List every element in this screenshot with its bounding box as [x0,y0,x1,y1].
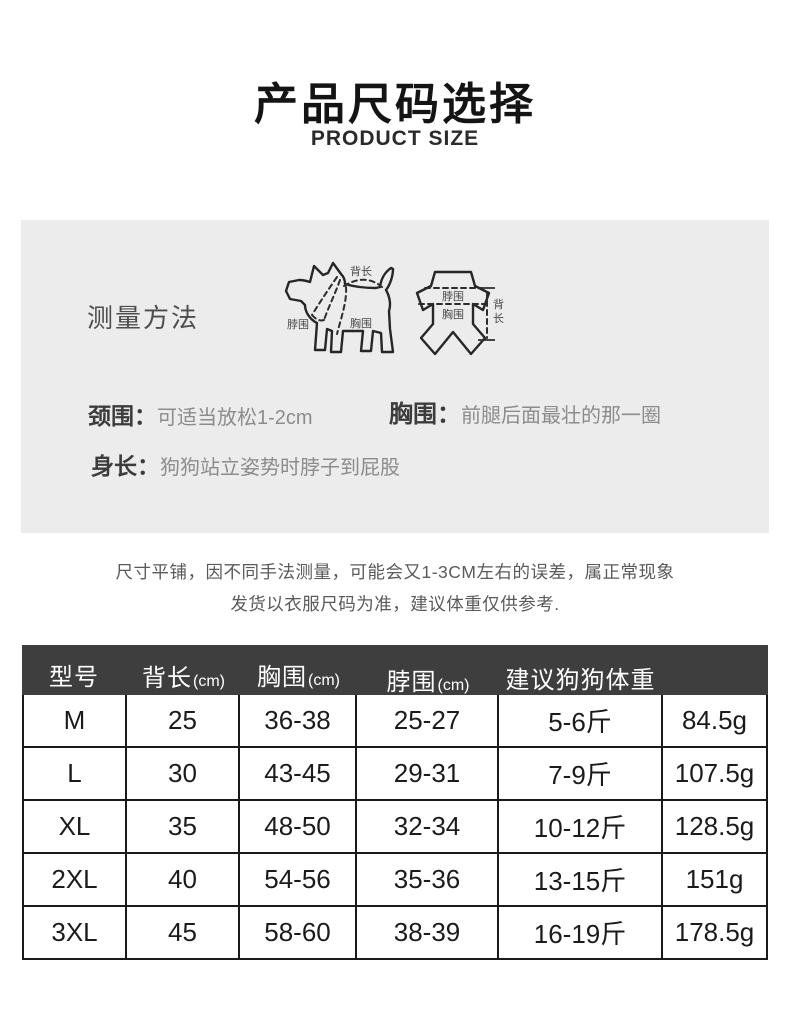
table-cell: 36-38 [240,695,357,748]
measurement-panel: 测量方法 背长 脖围 胸围 脖围 胸围 背 长 颈围：可适当放松1-2cm [21,220,769,533]
page-title: 产品尺码选择 [254,80,536,129]
table-cell: 29-31 [357,748,499,801]
table-cell: 13-15斤 [499,854,663,907]
table-cell: 38-39 [357,907,499,960]
garment-chest-girth-label: 胸围 [442,307,464,321]
table-cell: 30 [127,748,240,801]
measurement-heading: 测量方法 [87,303,200,333]
table-cell: 2XL [22,854,127,907]
table-cell: 5-6斤 [499,695,663,748]
table-cell: 45 [127,907,240,960]
table-cell: 84.5g [663,695,768,748]
tip-chest-label: 胸围： [389,401,461,428]
table-cell: 48-50 [240,801,357,854]
header-neck: 脖围 (cm) [386,669,470,696]
header-garment-weight [663,645,768,695]
dog-measure-illustration: 背长 脖围 胸围 [284,261,395,354]
table-row: XL 35 48-50 32-34 10-12斤 128.5g [22,801,768,854]
header-chest: 胸围 (cm) [257,664,340,691]
table-cell: 178.5g [663,907,768,960]
tip-chest-desc: 前腿后面最壮的那一圈 [461,405,661,427]
tip-neck-label: 颈围： [88,403,157,429]
table-cell: 7-9斤 [499,748,663,801]
table-cell: 58-60 [240,907,357,960]
page-subtitle: PRODUCT SIZE [310,127,480,150]
table-cell: 40 [127,854,240,907]
tip-body-length-label: 身长： [91,453,160,479]
measurement-note: 尺寸平铺，因不同手法测量，可能会又1-3CM左右的误差，属正常现象 发货以衣服尺… [0,556,790,620]
garment-neck-girth-label: 脖围 [442,290,464,303]
table-cell: XL [22,801,127,854]
note-line-2: 发货以衣服尺码为准，建议体重仅供参考. [230,594,560,614]
table-cell: M [22,695,127,748]
table-cell: 43-45 [240,748,357,801]
table-cell: 107.5g [663,748,768,801]
header-suggested-weight: 建议狗狗体重 [505,667,656,694]
table-cell: 10-12斤 [499,801,663,854]
tip-body-length: 身长：狗狗站立姿势时脖子到屁股 [91,447,400,481]
table-row: 3XL 45 58-60 38-39 16-19斤 178.5g [22,907,768,960]
table-cell: 35-36 [357,854,499,907]
table-cell: 25 [127,695,240,748]
size-table: 型号 背长 (cm) 胸围 (cm) 脖围 (cm) 建议狗狗体重 M 25 36-38 2… [22,645,768,960]
note-line-1: 尺寸平铺，因不同手法测量，可能会又1-3CM左右的误差，属正常现象 [115,562,675,582]
size-table-header: 型号 背长 (cm) 胸围 (cm) 脖围 (cm) 建议狗狗体重 [22,645,768,696]
tip-neck-desc: 可适当放松1-2cm [157,407,313,429]
table-row: M 25 36-38 25-27 5-6斤 84.5g [22,695,768,748]
tip-body-length-desc: 狗狗站立姿势时脖子到屁股 [160,457,400,479]
size-table-body: M 25 36-38 25-27 5-6斤 84.5g L 30 43-45 29-31 7-9斤 1… [22,695,768,960]
table-cell: 54-56 [240,854,357,907]
header-model: 型号 [49,664,99,691]
table-cell: 128.5g [663,801,768,854]
garment-back-length-label-1: 背 [493,297,504,311]
garment-back-length-label-2: 长 [493,312,504,325]
garment-measure-illustration: 脖围 胸围 背 长 [415,270,504,356]
table-row: 2XL 40 54-56 35-36 13-15斤 151g [22,854,768,907]
table-cell: 32-34 [357,801,499,854]
table-row: L 30 43-45 29-31 7-9斤 107.5g [22,748,768,801]
table-cell: 25-27 [357,695,499,748]
dog-neck-girth-label: 脖围 [287,318,309,331]
header-back-length: 背长 (cm) [142,665,225,692]
tip-neck: 颈围：可适当放松1-2cm [88,397,313,431]
table-cell: 151g [663,854,768,907]
table-cell: 35 [127,801,240,854]
tip-chest: 胸围：前腿后面最壮的那一圈 [389,394,661,429]
table-cell: L [22,748,127,801]
dog-chest-girth-label: 胸围 [350,316,372,330]
table-cell: 3XL [22,907,127,960]
dog-back-length-label: 背长 [350,264,372,278]
table-cell: 16-19斤 [499,907,663,960]
